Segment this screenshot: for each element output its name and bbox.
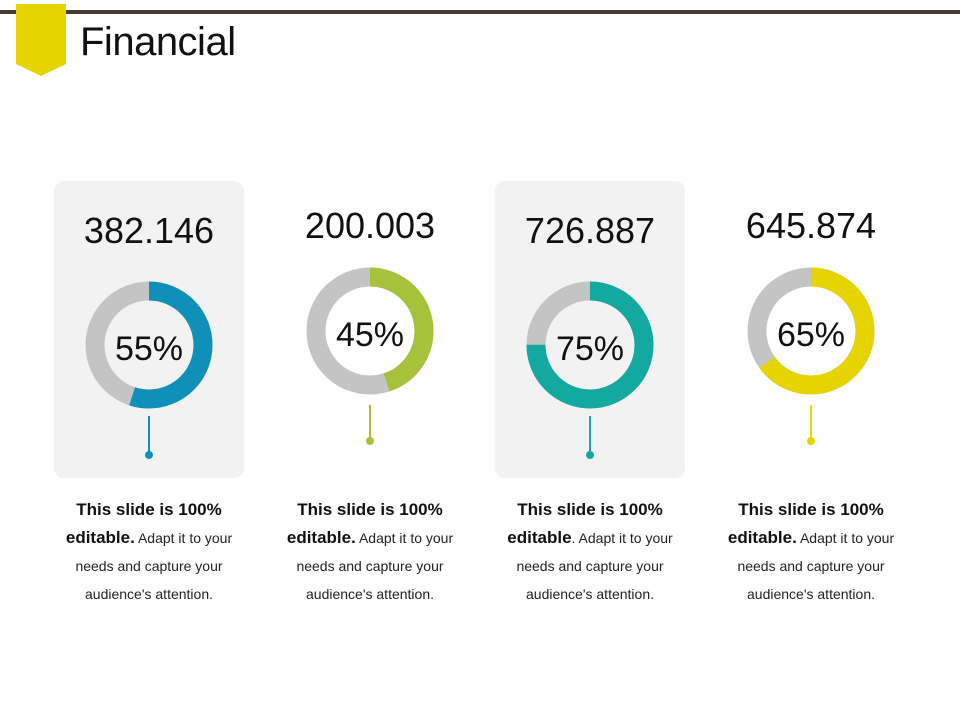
metric-card-1: 382.146 55% This slide is 100% editable.… <box>54 0 244 720</box>
donut-value-arc <box>526 281 654 409</box>
metric-value: 200.003 <box>304 205 436 246</box>
card-description: This slide is 100% editable. Adapt it to… <box>44 496 254 608</box>
donut-percent-label: 45% <box>335 316 405 354</box>
donut-value-arc <box>306 267 434 395</box>
donut-percent-label: 65% <box>776 316 846 354</box>
desc-bold-1: This slide is 100% <box>738 500 884 519</box>
donut-percent-label: 75% <box>555 330 625 368</box>
donut-value-arc <box>85 281 213 409</box>
donut-chart <box>526 281 654 409</box>
desc-bold-2: editable. <box>286 528 356 547</box>
donut-chart <box>85 281 213 409</box>
desc-bold-2: editable. <box>65 528 135 547</box>
donut-value-arc <box>747 267 875 395</box>
connector-dot <box>807 437 815 445</box>
desc-line-3: needs and capture your <box>296 558 444 574</box>
connector-line <box>148 416 150 453</box>
connector-line <box>369 405 371 438</box>
desc-rest: Adapt it to your <box>137 530 233 546</box>
desc-rest: . Adapt it to your <box>571 530 673 546</box>
desc-line-3: needs and capture your <box>516 558 664 574</box>
desc-bold-1: This slide is 100% <box>297 500 443 519</box>
desc-bold-1: This slide is 100% <box>76 500 222 519</box>
connector-dot <box>366 437 374 445</box>
metric-card-3: 726.887 75% This slide is 100% editable.… <box>495 0 685 720</box>
desc-bold-1: This slide is 100% <box>517 500 663 519</box>
desc-bold-2: editable. <box>727 528 797 547</box>
desc-rest: Adapt it to your <box>799 530 895 546</box>
card-description: This slide is 100% editable. Adapt it to… <box>706 496 916 608</box>
metric-card-2: 200.003 45% This slide is 100% editable.… <box>275 0 465 720</box>
desc-line-3: needs and capture your <box>737 558 885 574</box>
desc-line-4: audience's attention. <box>747 586 875 602</box>
desc-line-4: audience's attention. <box>526 586 654 602</box>
metric-card-4: 645.874 65% This slide is 100% editable.… <box>716 0 906 720</box>
metric-value: 382.146 <box>83 210 215 251</box>
connector-dot <box>586 451 594 459</box>
desc-line-4: audience's attention. <box>306 586 434 602</box>
desc-rest: Adapt it to your <box>358 530 454 546</box>
card-description: This slide is 100% editable. Adapt it to… <box>485 496 695 608</box>
desc-line-3: needs and capture your <box>75 558 223 574</box>
donut-percent-label: 55% <box>114 330 184 368</box>
metric-value: 726.887 <box>524 210 656 251</box>
donut-chart <box>306 267 434 395</box>
desc-bold-2: editable <box>507 528 572 547</box>
top-rule <box>0 10 960 14</box>
page-title: Financial <box>80 20 236 64</box>
bookmark-flag-icon <box>16 4 66 76</box>
connector-line <box>810 405 812 438</box>
metric-value: 645.874 <box>745 205 877 246</box>
connector-line <box>589 416 591 453</box>
donut-chart <box>747 267 875 395</box>
desc-line-4: audience's attention. <box>85 586 213 602</box>
connector-dot <box>145 451 153 459</box>
card-description: This slide is 100% editable. Adapt it to… <box>265 496 475 608</box>
